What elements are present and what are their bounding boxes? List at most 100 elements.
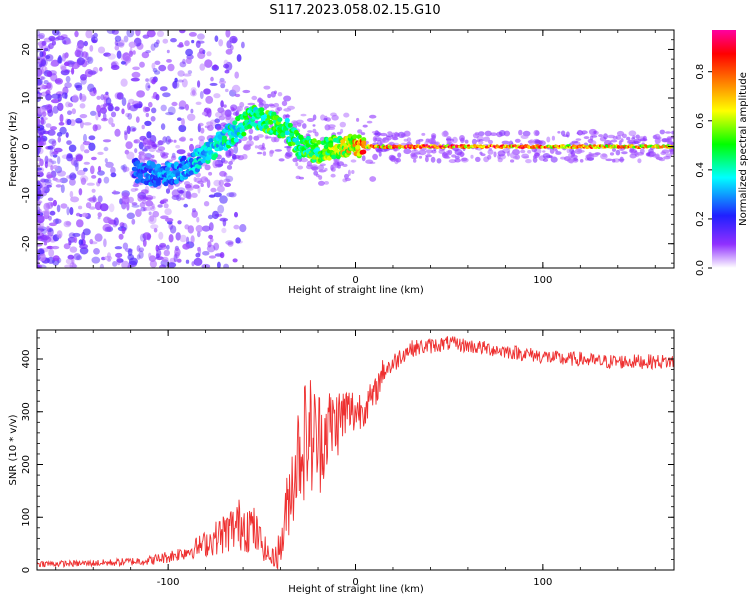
spectral-noise-blob — [72, 232, 81, 237]
spectral-noise-blob — [226, 192, 235, 197]
spectral-noise-blob — [133, 103, 143, 109]
spectral-halo-blob — [140, 152, 148, 156]
spectral-noise-blob — [167, 262, 177, 268]
spectral-noise-blob — [56, 230, 63, 239]
spectral-noise-blob — [57, 170, 66, 177]
spectral-halo-blob — [594, 152, 601, 155]
spectral-noise-blob — [48, 248, 55, 258]
spectral-halo-blob — [487, 154, 492, 160]
spectral-halo-blob — [299, 176, 304, 180]
spectral-halo-blob — [360, 132, 366, 136]
spectral-noise-blob — [119, 222, 125, 228]
spectral-noise-blob — [88, 142, 96, 151]
spectral-halo-blob — [626, 136, 631, 141]
spectral-noise-blob — [75, 84, 83, 91]
spectral-ridge-blob — [305, 135, 311, 141]
spectral-noise-blob — [181, 78, 188, 88]
spectral-noise-blob — [37, 254, 41, 261]
spectral-ridge-blob — [277, 117, 283, 123]
spectral-noise-blob — [151, 62, 156, 70]
spectral-noise-blob — [208, 222, 214, 231]
spectral-noise-blob — [87, 197, 96, 202]
spectral-noise-blob — [37, 157, 42, 162]
spectral-halo-blob — [232, 108, 236, 112]
spectral-noise-blob — [71, 256, 75, 265]
spectral-noise-blob — [208, 194, 216, 198]
spectral-halo-blob — [395, 157, 401, 163]
spectral-noise-blob — [124, 56, 131, 62]
spectral-noise-blob — [231, 84, 241, 93]
spectral-halo-blob — [421, 132, 426, 136]
spectral-halo-blob — [522, 156, 530, 159]
spectral-halo-blob — [220, 110, 228, 116]
spectral-halo-blob — [340, 128, 344, 134]
spectral-noise-blob — [37, 225, 45, 229]
spectral-halo-blob — [603, 133, 608, 140]
spectral-halo-blob — [276, 106, 283, 111]
spectral-halo-blob — [188, 194, 192, 200]
spectral-halo-blob — [284, 145, 292, 149]
spectral-noise-blob — [241, 41, 245, 49]
spectral-halo-blob — [248, 135, 253, 141]
spectral-noise-blob — [185, 104, 189, 111]
spectral-noise-blob — [100, 107, 107, 114]
spectral-noise-blob — [177, 220, 182, 225]
spectral-halo-blob — [277, 92, 283, 97]
spectral-halo-blob — [159, 201, 167, 204]
spectral-halo-blob — [659, 129, 665, 135]
spectral-noise-blob — [135, 116, 140, 123]
spectral-ridge-blob — [212, 153, 218, 159]
spectral-noise-blob — [128, 257, 138, 266]
spectral-noise-blob — [75, 117, 83, 124]
spectral-ridge-blob — [134, 178, 140, 184]
spectral-noise-blob — [180, 189, 183, 196]
spectral-noise-blob — [103, 238, 107, 248]
x-tick-label: 0 — [352, 577, 358, 588]
spectral-noise-blob — [171, 101, 178, 107]
spectral-halo-blob — [480, 153, 486, 157]
spectral-noise-blob — [189, 143, 194, 152]
spectral-noise-blob — [47, 129, 56, 136]
spectral-halo-blob — [236, 107, 241, 112]
spectral-halo-blob — [532, 157, 538, 163]
spectral-halo-blob — [610, 139, 618, 143]
spectral-halo-blob — [141, 141, 148, 144]
spectral-noise-blob — [235, 237, 241, 244]
spectral-noise-blob — [60, 203, 68, 209]
spectral-noise-blob — [146, 131, 152, 139]
spectral-ridge-blob — [331, 154, 337, 160]
spectral-noise-blob — [195, 40, 201, 48]
spectral-noise-blob — [233, 224, 240, 230]
spectral-noise-blob — [103, 52, 111, 57]
spectral-halo-blob — [167, 139, 173, 143]
spectral-halo-blob — [239, 101, 245, 108]
spectral-noise-blob — [65, 40, 72, 45]
spectral-noise-blob — [205, 95, 214, 104]
spectral-noise-blob — [110, 111, 117, 118]
spectral-halo-blob — [256, 134, 264, 138]
spectral-noise-blob — [114, 106, 120, 112]
spectral-halo-blob — [323, 181, 329, 185]
spectral-noise-blob — [231, 37, 237, 44]
spectral-halo-blob — [241, 153, 248, 160]
spectral-noise-blob — [89, 238, 94, 245]
spectral-noise-blob — [122, 164, 127, 173]
spectral-noise-blob — [213, 64, 218, 70]
spectral-noise-blob — [52, 255, 60, 262]
spectral-halo-blob — [583, 136, 590, 140]
spectral-noise-blob — [69, 61, 76, 65]
spectral-noise-blob — [63, 220, 72, 228]
snr-y-label: SNR (10 * v/v) — [8, 414, 19, 485]
spectral-noise-blob — [178, 106, 185, 110]
spectral-halo-blob — [283, 108, 292, 112]
spectral-halo-blob — [285, 113, 290, 120]
spectral-noise-blob — [171, 81, 180, 89]
spectral-noise-blob — [225, 88, 229, 93]
spectral-halo-blob — [394, 131, 399, 138]
spectral-noise-blob — [87, 83, 95, 93]
spectral-halo-blob — [281, 100, 288, 107]
spectral-noise-blob — [167, 106, 176, 115]
spectral-halo-blob — [628, 130, 637, 137]
spectral-noise-blob — [108, 203, 115, 213]
spectral-halo-blob — [629, 148, 637, 154]
